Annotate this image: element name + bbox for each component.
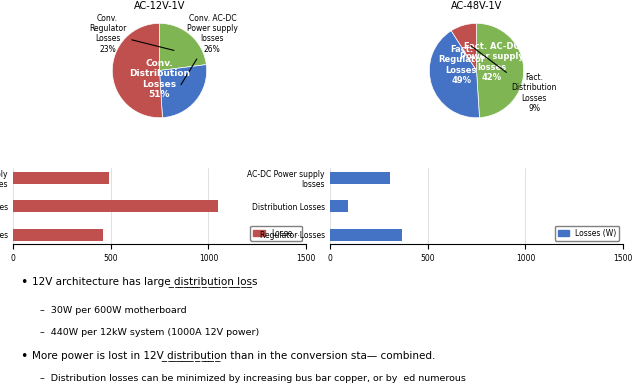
Text: Fact.
Distribution
Losses
9%: Fact. Distribution Losses 9% [471,46,556,113]
Text: –  440W per 12kW system (1000A 12V power): – 440W per 12kW system (1000A 12V power) [40,328,259,337]
Legend: Losse...: Losse... [250,226,303,241]
Text: Fact. AC-DC
Power supply
losses
42%: Fact. AC-DC Power supply losses 42% [460,42,524,82]
Bar [329,201,349,213]
Title: AC-48V-1V: AC-48V-1V [451,1,502,11]
Text: Conv.
Regulator
Losses
23%: Conv. Regulator Losses 23% [89,13,174,54]
Text: –  30W per 600W motherboard: – 30W per 600W motherboard [40,306,187,315]
Wedge shape [160,65,207,118]
Legend: Losses (W): Losses (W) [555,226,619,241]
Wedge shape [160,23,206,70]
Bar [13,229,103,241]
Bar [13,172,109,184]
Title: AC-12V-1V: AC-12V-1V [134,1,185,11]
Text: More power is lost in 12V ̲d̲i̲s̲t̲r̲i̲b̲u̲t̲i̲o̲n than in the conversion sta— c: More power is lost in 12V ̲d̲i̲s̲t̲r̲i̲b… [32,350,436,361]
Text: Conv.
Distribution
Losses
51%: Conv. Distribution Losses 51% [129,59,190,99]
Wedge shape [451,23,476,70]
Text: •: • [20,276,27,289]
Text: •: • [20,350,27,363]
Wedge shape [429,31,480,118]
Wedge shape [113,23,162,118]
Bar [13,201,218,213]
Text: Conv. AC-DC
Power supply
losses
26%: Conv. AC-DC Power supply losses 26% [181,13,238,85]
Text: 12V architecture has large ̲d̲i̲s̲t̲r̲i̲b̲u̲t̲i̲o̲n̲ ̲l̲o̲s̲s: 12V architecture has large ̲d̲i̲s̲t̲r̲i̲… [32,276,258,287]
Text: Fact.
Regulator
Losses
49%: Fact. Regulator Losses 49% [438,45,485,85]
Bar [329,229,402,241]
Wedge shape [476,23,523,118]
Text: –  Distribution losses can be minimized by increasing bus bar copper, or by  ed : – Distribution losses can be minimized b… [40,375,466,385]
Bar [329,172,391,184]
